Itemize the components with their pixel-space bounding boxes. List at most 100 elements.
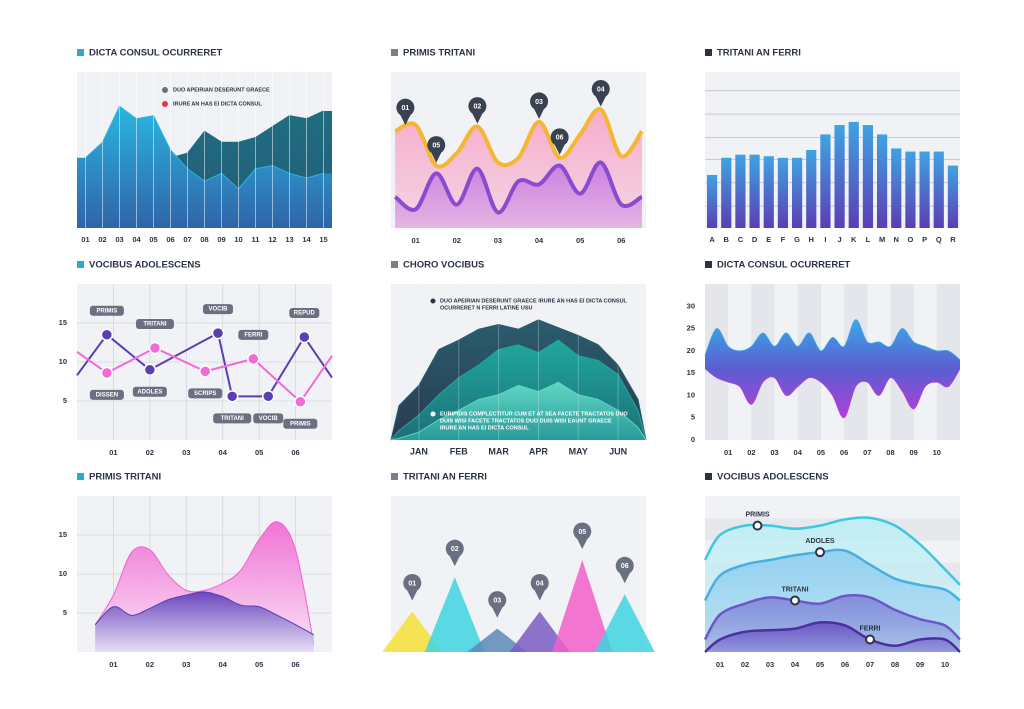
marker bbox=[100, 366, 114, 380]
legend-label: IRURE AN HAS EI DICTA CONSUL bbox=[173, 101, 262, 107]
pin bbox=[403, 573, 422, 601]
x-tick-label: 05 bbox=[149, 235, 157, 244]
x-tick-label: 05 bbox=[816, 660, 824, 669]
area-line bbox=[390, 339, 647, 441]
ribbon-fill bbox=[705, 319, 960, 418]
bar bbox=[947, 165, 959, 228]
y-tick-label: 5 bbox=[63, 608, 67, 617]
x-tick-label: O bbox=[907, 235, 913, 244]
legend-label: DUO APEIRIAN DESERUNT GRAECE bbox=[173, 87, 270, 93]
bar bbox=[834, 125, 845, 228]
x-tick-label: E bbox=[766, 235, 771, 244]
pin-label: 01 bbox=[401, 105, 409, 112]
bar bbox=[791, 157, 803, 228]
bar bbox=[806, 150, 817, 228]
x-tick-label: B bbox=[724, 235, 730, 244]
x-tick-label: Q bbox=[936, 235, 942, 244]
x-tick-label: 09 bbox=[217, 235, 225, 244]
chart-panel: VOCIBUS ADOLESCENS 5 10 15 01 02 03 04 05 06 PRIMI… bbox=[59, 260, 333, 457]
pin bbox=[550, 128, 569, 155]
pin bbox=[445, 539, 464, 567]
bar bbox=[820, 134, 831, 228]
x-tick-label: R bbox=[950, 235, 956, 244]
x-tick-label: 10 bbox=[933, 448, 941, 457]
x-tick-label: 14 bbox=[302, 235, 311, 244]
x-tick-label: APR bbox=[529, 446, 549, 456]
title-marker bbox=[705, 49, 712, 56]
bar bbox=[919, 151, 930, 228]
pin-label: 06 bbox=[556, 135, 564, 142]
chart-title: TRITANI AN FERRI bbox=[403, 472, 487, 483]
point-label: VOCIB bbox=[259, 416, 279, 422]
line bbox=[394, 107, 644, 169]
bar bbox=[706, 174, 718, 228]
pin bbox=[488, 591, 507, 618]
x-tick-label: MAY bbox=[569, 446, 588, 456]
pin bbox=[591, 79, 610, 107]
y-tick-label: 20 bbox=[687, 346, 695, 355]
peak bbox=[594, 594, 655, 652]
area-line bbox=[94, 521, 315, 645]
bar bbox=[933, 151, 944, 228]
line bbox=[703, 516, 961, 586]
pin bbox=[573, 522, 592, 549]
bar bbox=[905, 151, 916, 228]
x-tick-label: L bbox=[866, 235, 871, 244]
x-tick-label: JUN bbox=[609, 446, 627, 456]
chart-panel: TRITANI AN FERRI 01 02 03 04 05 06 bbox=[382, 472, 655, 652]
ribbon-edge bbox=[704, 319, 961, 361]
x-tick-label: 04 bbox=[791, 660, 800, 669]
point-label: TRITANI bbox=[143, 322, 167, 328]
x-tick-label: 02 bbox=[98, 235, 106, 244]
annotation-label: FERRI bbox=[860, 625, 881, 632]
pin-label: 01 bbox=[408, 580, 416, 587]
pin bbox=[530, 92, 549, 119]
x-tick-label: 01 bbox=[412, 236, 420, 245]
x-tick-label: 03 bbox=[766, 660, 774, 669]
chart-panel: DICTA CONSUL OCURRERET 01 02 03 04 05 06 07 08 09… bbox=[77, 48, 332, 244]
bar bbox=[749, 154, 760, 228]
pin bbox=[468, 97, 487, 124]
x-tick-label: 06 bbox=[841, 660, 849, 669]
x-tick-label: 10 bbox=[234, 235, 242, 244]
x-tick-label: 03 bbox=[494, 236, 502, 245]
bar bbox=[848, 121, 859, 228]
line bbox=[76, 332, 333, 398]
chart-panel: VOCIBUS ADOLESCENS 01 02 03 04 05 06 07 08 09 10 PR… bbox=[703, 472, 961, 669]
x-tick-label: 06 bbox=[617, 236, 625, 245]
x-tick-label: 06 bbox=[291, 448, 299, 457]
annotation-label: TRITANI bbox=[781, 586, 808, 593]
point-label-box bbox=[188, 388, 223, 399]
y-tick-label: 5 bbox=[63, 396, 67, 405]
y-tick-label: 30 bbox=[687, 301, 695, 310]
x-tick-label: 08 bbox=[886, 448, 894, 457]
x-tick-label: 02 bbox=[747, 448, 755, 457]
note-text: DUO APEIRIAN DESERUNT GRAECE IRURE AN HA… bbox=[440, 298, 628, 304]
pin bbox=[427, 136, 446, 163]
x-tick-label: 04 bbox=[132, 235, 141, 244]
annotation-marker bbox=[752, 520, 763, 531]
marker bbox=[298, 330, 311, 344]
note-text: IRURE AN HAS EI DICTA CONSUL bbox=[440, 425, 529, 431]
x-tick-label: 08 bbox=[891, 660, 899, 669]
chart-panel: CHORO VOCIBUS JAN FEB MAR APR MAY JUN DUO APEIR… bbox=[390, 260, 647, 456]
y-tick-label: 15 bbox=[59, 318, 67, 327]
x-tick-label: 01 bbox=[716, 660, 724, 669]
line bbox=[704, 620, 961, 653]
point-label-box bbox=[253, 413, 284, 424]
pin-label: 04 bbox=[597, 86, 605, 93]
x-tick-label: FEB bbox=[450, 446, 469, 456]
marker bbox=[198, 365, 212, 378]
pin bbox=[530, 573, 549, 601]
ribbon-edge bbox=[704, 368, 961, 419]
x-tick-label: 03 bbox=[770, 448, 778, 457]
note-dot bbox=[430, 411, 436, 417]
x-tick-label: I bbox=[824, 235, 826, 244]
bar bbox=[777, 157, 789, 228]
x-tick-label: D bbox=[752, 235, 758, 244]
peak bbox=[424, 577, 485, 652]
title-marker bbox=[705, 473, 712, 480]
x-tick-label: 03 bbox=[182, 448, 190, 457]
x-tick-label: 07 bbox=[863, 448, 871, 457]
